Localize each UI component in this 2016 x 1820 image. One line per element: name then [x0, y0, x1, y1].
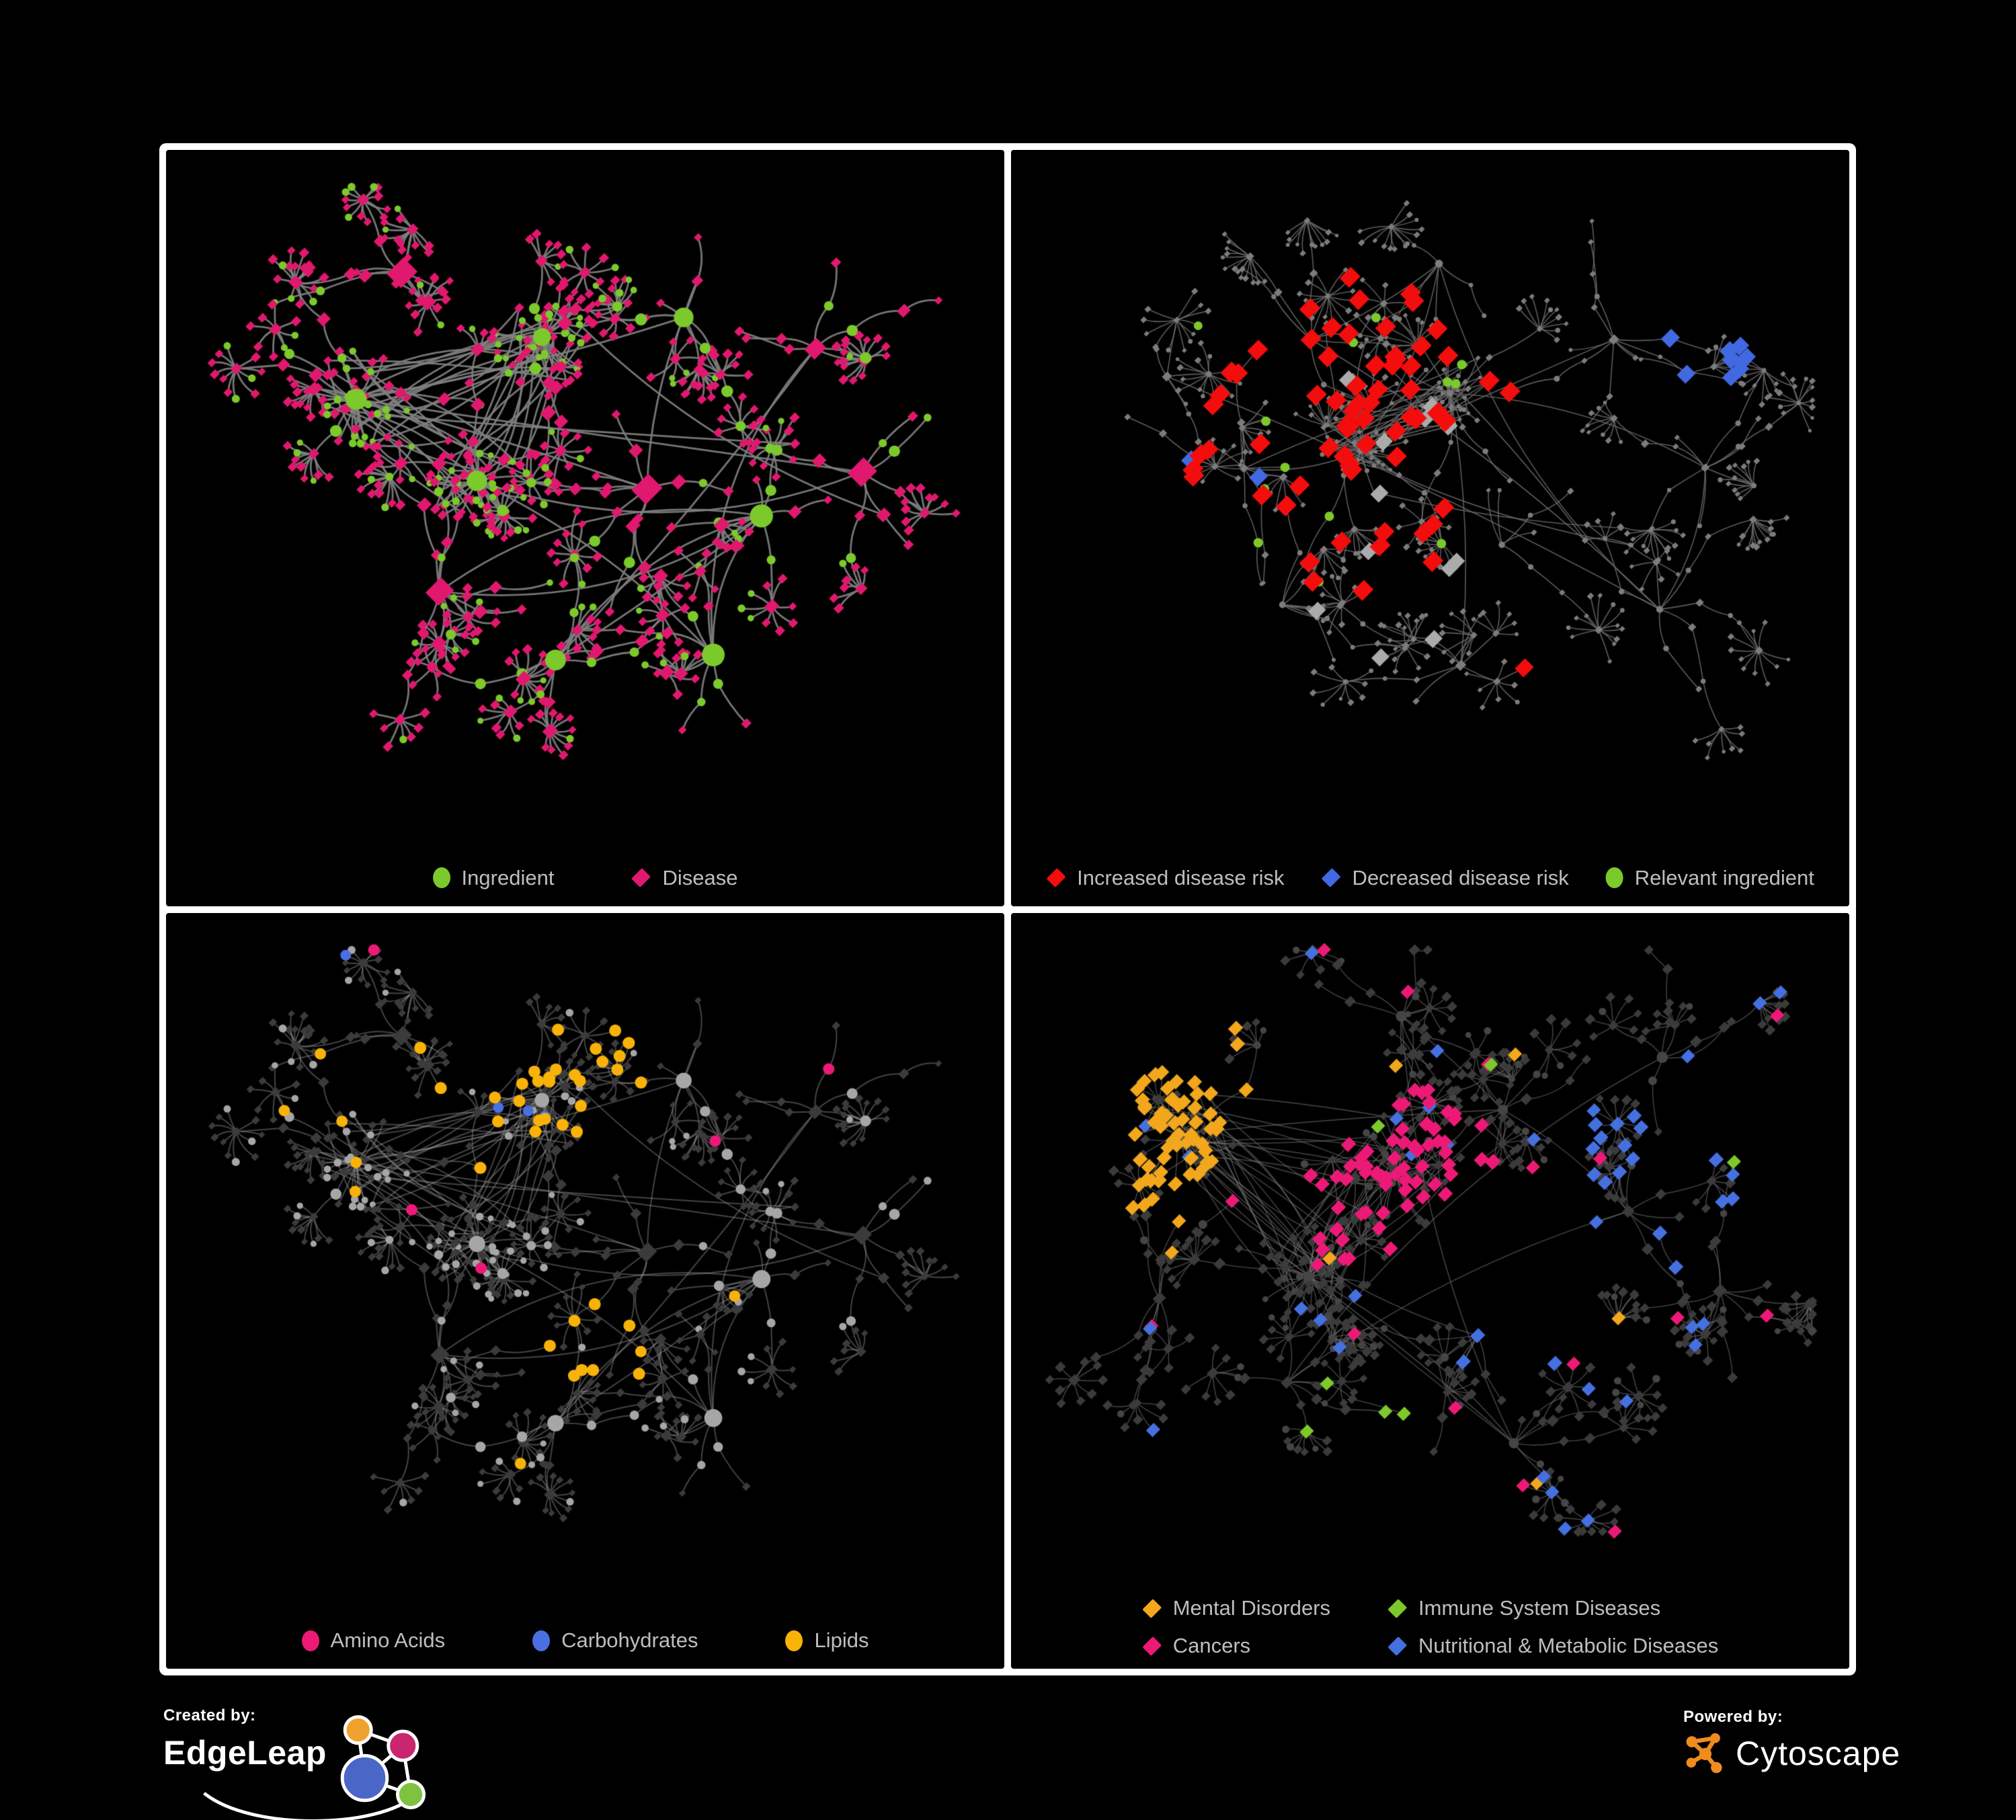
- legend-label: Mental Disorders: [1172, 1596, 1331, 1620]
- powered-by-label: Powered by:: [1683, 1708, 1783, 1726]
- edgeleap-node-green: [395, 1780, 426, 1810]
- legend-label: Decreased disease risk: [1352, 865, 1569, 889]
- legend-circle-icon: [785, 1630, 803, 1651]
- edgeleap-node-orange: [343, 1715, 373, 1745]
- legend-diamond-icon: [1046, 868, 1066, 887]
- legend-diamond-icon: [1321, 868, 1341, 887]
- cytoscape-brand-row: Cytoscape: [1683, 1732, 1900, 1775]
- legend-item-nutritional-metabolic-diseases: Nutritional & Metabolic Diseases: [1387, 1634, 1718, 1658]
- legend-diamond-icon: [1141, 1598, 1162, 1618]
- legend-item-amino-acids: Amino Acids: [301, 1628, 446, 1653]
- legend-label: Relevant ingredient: [1634, 865, 1814, 889]
- cytoscape-wordmark: Cytoscape: [1736, 1735, 1901, 1772]
- legend-item-relevant-ingredient: Relevant ingredient: [1605, 865, 1814, 890]
- powered-by-block: Powered by: Cytoscape: [1683, 1708, 1900, 1775]
- legend-item-carbohydrates: Carbohydrates: [532, 1628, 698, 1653]
- edgeleap-wordmark: EdgeLeap: [163, 1734, 327, 1772]
- legend-label: Cancers: [1172, 1634, 1251, 1657]
- legend-item-increased-disease-risk: Increased disease risk: [1046, 865, 1285, 890]
- disease-categories-legend: Mental Disorders Immune System Diseases Ca…: [1141, 1596, 1718, 1658]
- panel-ingredient-disease-network: Ingredient Disease: [166, 150, 1004, 906]
- cytoscape-logo-icon: [1686, 1733, 1722, 1774]
- legend-diamond-icon: [1387, 1598, 1407, 1618]
- legend-item-ingredient: Ingredient: [432, 865, 555, 890]
- legend-label: Ingredient: [461, 865, 555, 889]
- edgeleap-node-pink: [387, 1729, 419, 1762]
- ingredient-disease-legend: Ingredient Disease: [432, 865, 737, 890]
- legend-label: Increased disease risk: [1077, 865, 1285, 889]
- legend-label: Carbohydrates: [561, 1628, 698, 1652]
- edgeleap-brand-row: EdgeLeap: [163, 1715, 442, 1820]
- disease-categories-network-canvas[interactable]: [1011, 912, 1849, 1669]
- legend-label: Nutritional & Metabolic Diseases: [1418, 1634, 1719, 1657]
- legend-label: Disease: [662, 865, 738, 889]
- legend-item-immune-system-diseases: Immune System Diseases: [1387, 1596, 1718, 1620]
- panel-disease-categories-network: Mental Disorders Immune System Diseases Ca…: [1011, 912, 1849, 1669]
- legend-diamond-icon: [631, 868, 651, 887]
- panel-grid: Ingredient Disease Increased disease risk…: [159, 143, 1856, 1675]
- panel-nutrient-classes-network: Amino Acids Carbohydrates Lipids: [166, 912, 1004, 1669]
- disease-risk-network-canvas[interactable]: [1011, 150, 1849, 906]
- ingredient-disease-network-canvas[interactable]: [166, 150, 1004, 906]
- disease-risk-legend: Increased disease risk Decreased disease …: [1046, 866, 1814, 890]
- legend-circle-icon: [432, 867, 450, 888]
- legend-item-mental-disorders: Mental Disorders: [1141, 1596, 1331, 1620]
- edgeleap-node-blue: [340, 1753, 389, 1803]
- legend-diamond-icon: [1141, 1636, 1162, 1656]
- legend-item-decreased-disease-risk: Decreased disease risk: [1321, 865, 1569, 890]
- nutrient-classes-network-canvas[interactable]: [166, 912, 1004, 1669]
- legend-label: Immune System Diseases: [1418, 1596, 1661, 1620]
- legend-circle-icon: [301, 1630, 319, 1651]
- legend-circle-icon: [1605, 867, 1623, 888]
- legend-item-lipids: Lipids: [785, 1628, 869, 1653]
- edgeleap-logo-icon: [203, 1715, 426, 1820]
- nutrient-classes-legend: Amino Acids Carbohydrates Lipids: [301, 1628, 869, 1653]
- legend-label: Lipids: [814, 1628, 869, 1652]
- legend-circle-icon: [532, 1630, 551, 1651]
- cytoscape-logo-nodes: [1686, 1733, 1722, 1774]
- legend-item-cancers: Cancers: [1141, 1634, 1330, 1658]
- legend-diamond-icon: [1387, 1636, 1407, 1656]
- created-by-label: Created by:: [163, 1706, 256, 1725]
- panel-disease-risk-network: Increased disease risk Decreased disease …: [1011, 150, 1849, 906]
- legend-item-disease: Disease: [631, 866, 737, 890]
- legend-label: Amino Acids: [330, 1628, 446, 1652]
- edgeleap-swoosh: [203, 1792, 417, 1820]
- created-by-block: Created by: EdgeLeap: [163, 1706, 442, 1820]
